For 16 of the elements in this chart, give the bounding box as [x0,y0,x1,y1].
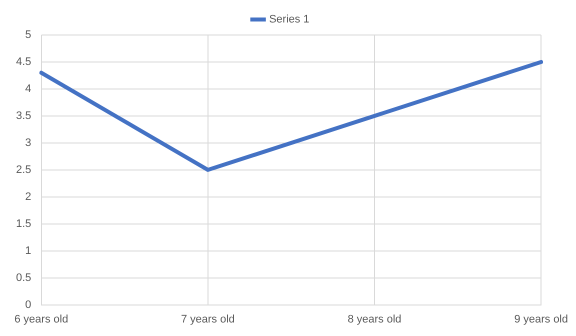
x-tick-label: 7 years old [180,313,235,326]
y-tick-label: 0 [25,298,32,311]
y-tick-label: 0.5 [16,272,32,284]
y-tick-label: 2.5 [16,164,32,176]
y-tick-label: 5 [25,29,32,42]
y-tick-label: 1.5 [16,218,32,230]
x-tick-label: 6 years old [14,313,68,326]
y-tick-label: 3.5 [16,110,32,122]
x-tick-label: 8 years old [348,313,402,326]
y-tick-label: 4 [25,82,32,95]
y-tick-label: 3 [25,136,32,149]
y-tick-label: 1 [25,244,32,257]
y-tick-label: 2 [25,190,32,203]
y-tick-label: 4.5 [16,56,32,68]
x-tick-label: 9 years old [514,313,568,326]
legend-label: Series 1 [269,14,310,26]
